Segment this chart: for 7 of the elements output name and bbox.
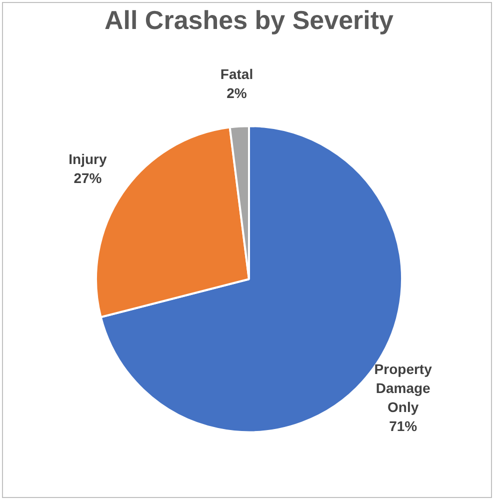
slice-label: Property Damage Only <box>374 360 432 415</box>
data-label: 2% <box>226 84 248 101</box>
data-label: 27% <box>74 170 102 186</box>
data-label: 71% <box>389 418 418 434</box>
slice-label: Injury <box>68 150 107 167</box>
chart-title: All Crashes by Severity <box>104 4 394 35</box>
slice-label: Fatal <box>220 66 254 82</box>
